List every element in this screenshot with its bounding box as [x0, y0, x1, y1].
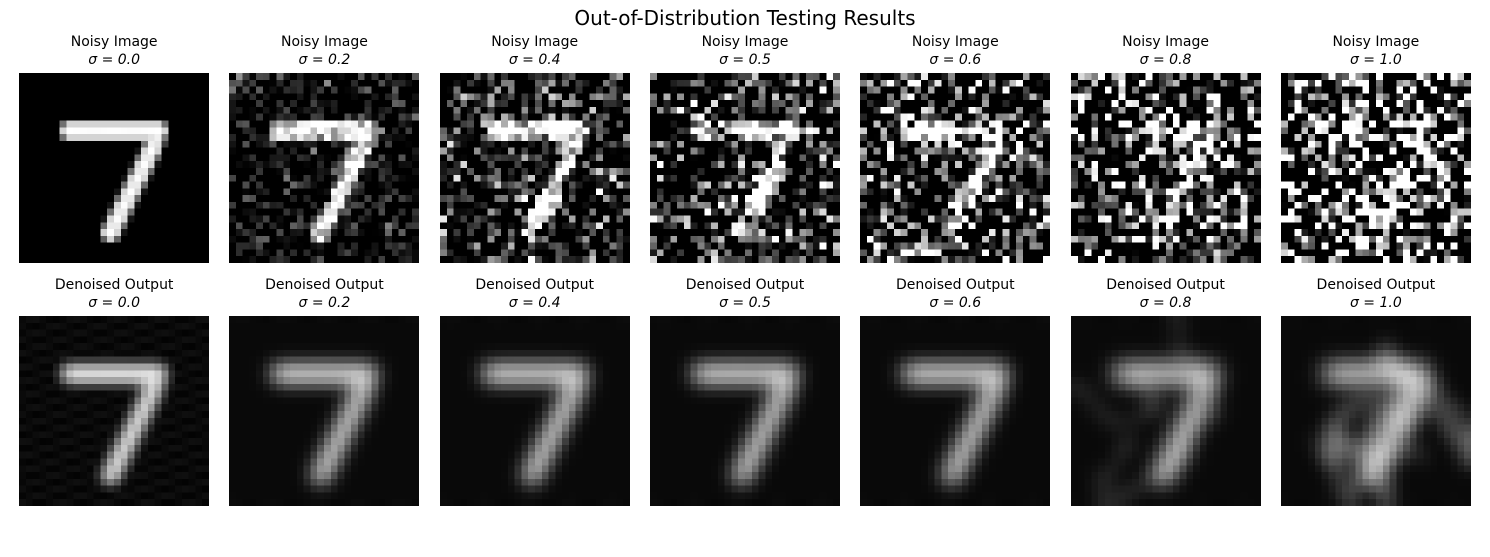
panel-title: Noisy Image σ = 0.2	[281, 34, 368, 69]
panel-image	[860, 316, 1050, 506]
panel-sigma-text: σ = 0.6	[929, 295, 981, 311]
panel-title: Denoised Output σ = 1.0	[1317, 277, 1436, 312]
panel-image	[1071, 316, 1261, 506]
panel-image	[440, 316, 630, 506]
panel-title: Noisy Image σ = 0.5	[702, 34, 789, 69]
panel-noisy-5: Noisy Image σ = 0.8	[1069, 34, 1261, 263]
panel-denoised-5: Denoised Output σ = 0.8	[1069, 277, 1261, 506]
panel-title: Noisy Image σ = 0.8	[1122, 34, 1209, 69]
panel-sigma-text: σ = 0.4	[509, 52, 561, 68]
panel-title-text: Denoised Output	[1317, 277, 1436, 293]
panel-title: Denoised Output σ = 0.2	[265, 277, 384, 312]
panel-denoised-0: Denoised Output σ = 0.0	[18, 277, 210, 506]
panel-title-text: Noisy Image	[491, 34, 578, 50]
panel-denoised-4: Denoised Output σ = 0.6	[859, 277, 1051, 506]
panel-title-text: Noisy Image	[71, 34, 158, 50]
panel-image	[229, 73, 419, 263]
denoised-image-canvas	[860, 316, 1050, 506]
panel-denoised-1: Denoised Output σ = 0.2	[228, 277, 420, 506]
panel-title-text: Noisy Image	[281, 34, 368, 50]
panel-title: Noisy Image σ = 0.0	[71, 34, 158, 69]
panel-sigma-text: σ = 1.0	[1350, 295, 1402, 311]
figure: Out-of-Distribution Testing Results Nois…	[0, 0, 1490, 557]
panel-sigma-text: σ = 0.8	[1140, 295, 1192, 311]
panel-title-text: Denoised Output	[265, 277, 384, 293]
panel-sigma-text: σ = 0.8	[1140, 52, 1192, 68]
panel-title-text: Noisy Image	[702, 34, 789, 50]
panel-sigma-text: σ = 1.0	[1350, 52, 1402, 68]
figure-title: Out-of-Distribution Testing Results	[0, 6, 1490, 34]
noisy-image-canvas	[19, 73, 209, 263]
panel-image	[19, 316, 209, 506]
panel-title: Denoised Output σ = 0.0	[55, 277, 174, 312]
panel-title-text: Denoised Output	[896, 277, 1015, 293]
panel-sigma-text: σ = 0.2	[299, 52, 351, 68]
panel-title: Denoised Output σ = 0.4	[475, 277, 594, 312]
panel-denoised-6: Denoised Output σ = 1.0	[1280, 277, 1472, 506]
panel-denoised-3: Denoised Output σ = 0.5	[649, 277, 841, 506]
panel-sigma-text: σ = 0.0	[88, 295, 140, 311]
panel-title: Noisy Image σ = 0.4	[491, 34, 578, 69]
panel-title: Noisy Image σ = 1.0	[1332, 34, 1419, 69]
panel-title-text: Denoised Output	[55, 277, 174, 293]
denoised-image-canvas	[1071, 316, 1261, 506]
denoised-image-canvas	[650, 316, 840, 506]
panel-noisy-2: Noisy Image σ = 0.4	[439, 34, 631, 263]
panel-image	[650, 316, 840, 506]
panel-image	[1071, 73, 1261, 263]
noisy-image-canvas	[440, 73, 630, 263]
panel-title: Denoised Output σ = 0.5	[686, 277, 805, 312]
panel-image	[650, 73, 840, 263]
panel-title-text: Noisy Image	[912, 34, 999, 50]
panel-title: Noisy Image σ = 0.6	[912, 34, 999, 69]
panel-title-text: Denoised Output	[686, 277, 805, 293]
panel-denoised-2: Denoised Output σ = 0.4	[439, 277, 631, 506]
panel-sigma-text: σ = 0.4	[509, 295, 561, 311]
panel-sigma-text: σ = 0.5	[719, 52, 771, 68]
noisy-image-canvas	[650, 73, 840, 263]
panel-title: Denoised Output σ = 0.8	[1106, 277, 1225, 312]
denoised-image-canvas	[440, 316, 630, 506]
panel-noisy-0: Noisy Image σ = 0.0	[18, 34, 210, 263]
panel-title-text: Denoised Output	[475, 277, 594, 293]
noisy-image-canvas	[860, 73, 1050, 263]
panel-title-text: Noisy Image	[1332, 34, 1419, 50]
panel-image	[440, 73, 630, 263]
panel-image	[1281, 73, 1471, 263]
panel-image	[19, 73, 209, 263]
panel-noisy-1: Noisy Image σ = 0.2	[228, 34, 420, 263]
panel-sigma-text: σ = 0.2	[299, 295, 351, 311]
panel-sigma-text: σ = 0.6	[929, 52, 981, 68]
panel-image	[860, 73, 1050, 263]
panel-image	[1281, 316, 1471, 506]
noisy-image-canvas	[1071, 73, 1261, 263]
denoised-image-canvas	[1281, 316, 1471, 506]
denoised-image-canvas	[229, 316, 419, 506]
denoised-image-canvas	[19, 316, 209, 506]
panel-image	[229, 316, 419, 506]
panel-sigma-text: σ = 0.5	[719, 295, 771, 311]
noisy-image-canvas	[1281, 73, 1471, 263]
panel-title: Denoised Output σ = 0.6	[896, 277, 1015, 312]
panel-title-text: Denoised Output	[1106, 277, 1225, 293]
panel-grid: Noisy Image σ = 0.0 Noisy Image σ = 0.2 …	[0, 34, 1490, 512]
panel-sigma-text: σ = 0.0	[88, 52, 140, 68]
panel-title-text: Noisy Image	[1122, 34, 1209, 50]
panel-noisy-4: Noisy Image σ = 0.6	[859, 34, 1051, 263]
noisy-image-canvas	[229, 73, 419, 263]
panel-noisy-6: Noisy Image σ = 1.0	[1280, 34, 1472, 263]
panel-noisy-3: Noisy Image σ = 0.5	[649, 34, 841, 263]
